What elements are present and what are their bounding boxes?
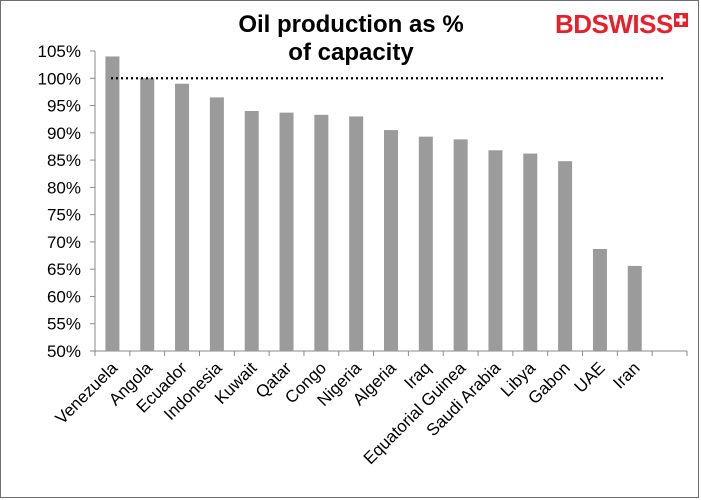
y-tick-label: 55% [47,315,81,334]
bar-uae [592,249,607,351]
bar-equatorial-guinea [453,139,468,351]
y-tick-label: 65% [47,260,81,279]
chart-title: Oil production as % of capacity [161,11,541,67]
x-tick-label: Iran [609,358,643,392]
y-tick-label: 75% [47,206,81,225]
bar-nigeria [349,116,364,351]
y-tick-label: 95% [47,97,81,116]
bar-libya [523,153,538,351]
bar-indonesia [209,97,224,351]
brand-logo: BDSWISS [555,9,688,39]
y-tick-label: 85% [47,151,81,170]
brand-logo-text: BDSWISS [555,9,673,39]
x-tick-label: UAE [571,358,609,396]
chart-title-line-1: Oil production as % [238,11,464,38]
y-tick-label: 90% [47,124,81,143]
y-tick-label: 50% [47,342,81,361]
bar-angola [140,78,155,351]
bar-gabon [558,161,573,351]
y-tick-label: 70% [47,233,81,252]
bar-ecuador [175,83,190,352]
bar-iran [627,265,642,351]
bar-iraq [418,136,433,351]
bar-qatar [279,112,294,352]
bar-congo [314,114,329,352]
y-tick-label: 80% [47,178,81,197]
bar-kuwait [244,111,259,351]
brand-logo-mark-icon [673,3,688,27]
chart-title-line-2: of capacity [288,39,414,66]
bar-venezuela [105,56,120,352]
y-tick-label: 60% [47,287,81,306]
bar-saudi-arabia [488,150,503,351]
y-tick-label: 100% [38,69,81,88]
y-tick-label: 105% [38,42,81,61]
bar-algeria [384,130,398,351]
